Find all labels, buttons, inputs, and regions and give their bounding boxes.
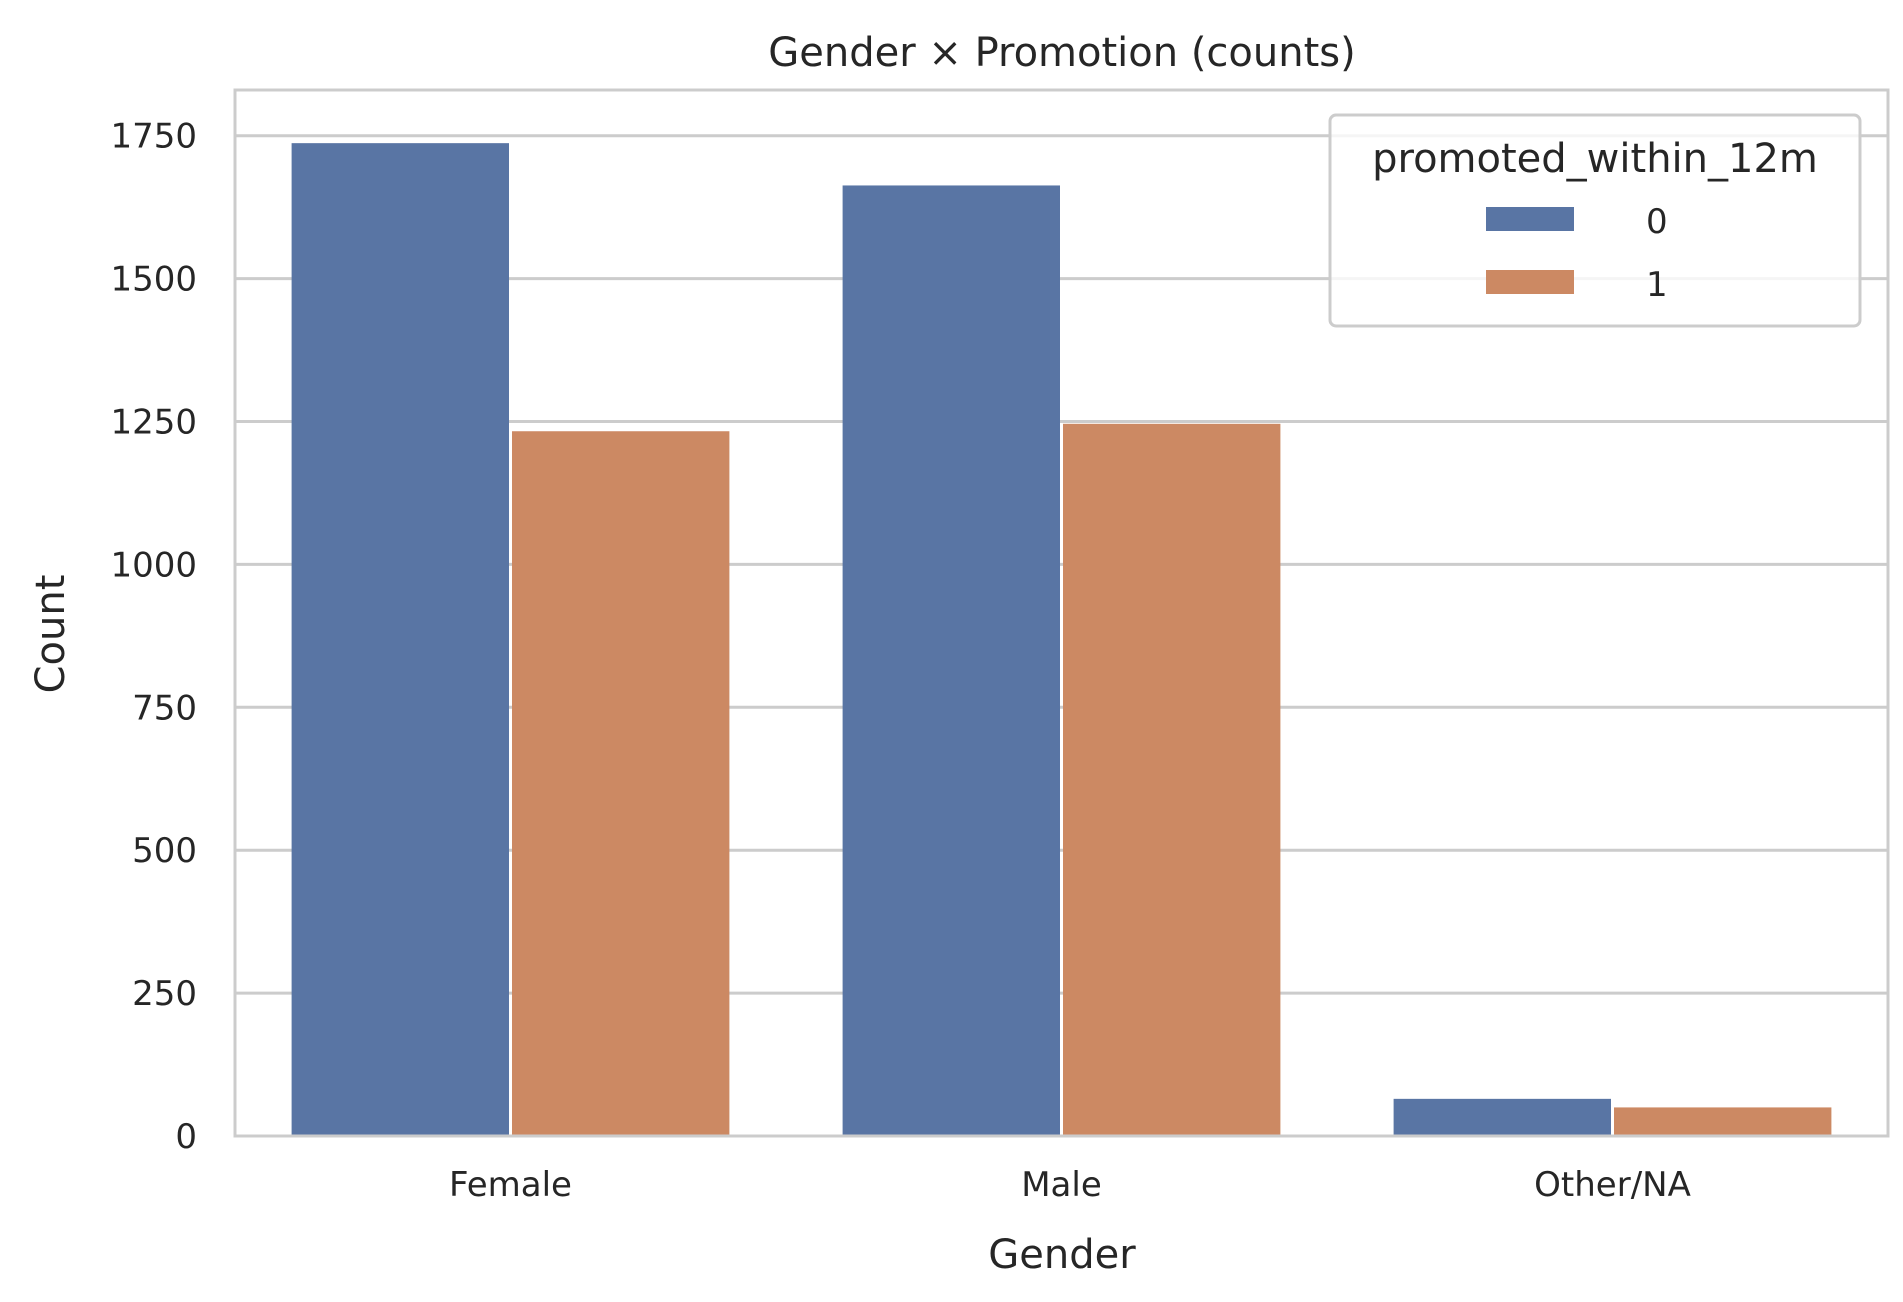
bar-other-na-series-1	[1614, 1107, 1832, 1136]
y-axis-label: Count	[28, 575, 74, 694]
plot-frame	[233, 88, 1890, 1138]
bar-male-series-1	[1063, 423, 1281, 1137]
bars-group	[291, 143, 1832, 1137]
bar-other-na-series-0	[1393, 1098, 1611, 1136]
y-tick-label: 0	[175, 1117, 197, 1157]
legend-swatch-1	[1486, 270, 1574, 294]
y-tick-label: 250	[132, 974, 197, 1014]
x-tick-labels: Female Male Other/NA	[449, 1165, 1691, 1205]
y-tick-label: 750	[132, 688, 197, 728]
legend-swatch-0	[1486, 207, 1574, 231]
y-tick-label: 1250	[110, 403, 197, 443]
x-tick-label: Female	[449, 1165, 572, 1205]
chart-title: Gender × Promotion (counts)	[768, 30, 1355, 76]
legend: promoted_within_12m 0 1	[1328, 113, 1862, 328]
legend-label-1: 1	[1646, 265, 1668, 305]
x-tick-label: Other/NA	[1534, 1165, 1691, 1205]
y-tick-labels: 0 250 500 750 1000 1250 1500 1750	[110, 117, 197, 1157]
y-tick-label: 1500	[110, 260, 197, 300]
bar-female-series-1	[512, 431, 730, 1136]
y-tick-label: 1000	[110, 545, 197, 585]
x-axis-label: Gender	[988, 1232, 1136, 1278]
legend-box	[1328, 113, 1862, 328]
bar-male-series-0	[842, 185, 1060, 1136]
legend-label-0: 0	[1646, 202, 1668, 242]
bar-female-series-0	[291, 143, 509, 1137]
legend-title: promoted_within_12m	[1372, 136, 1818, 182]
y-tick-label: 500	[132, 831, 197, 871]
y-gridlines	[235, 134, 1888, 1138]
y-tick-label: 1750	[110, 117, 197, 157]
x-tick-label: Male	[1021, 1165, 1102, 1205]
